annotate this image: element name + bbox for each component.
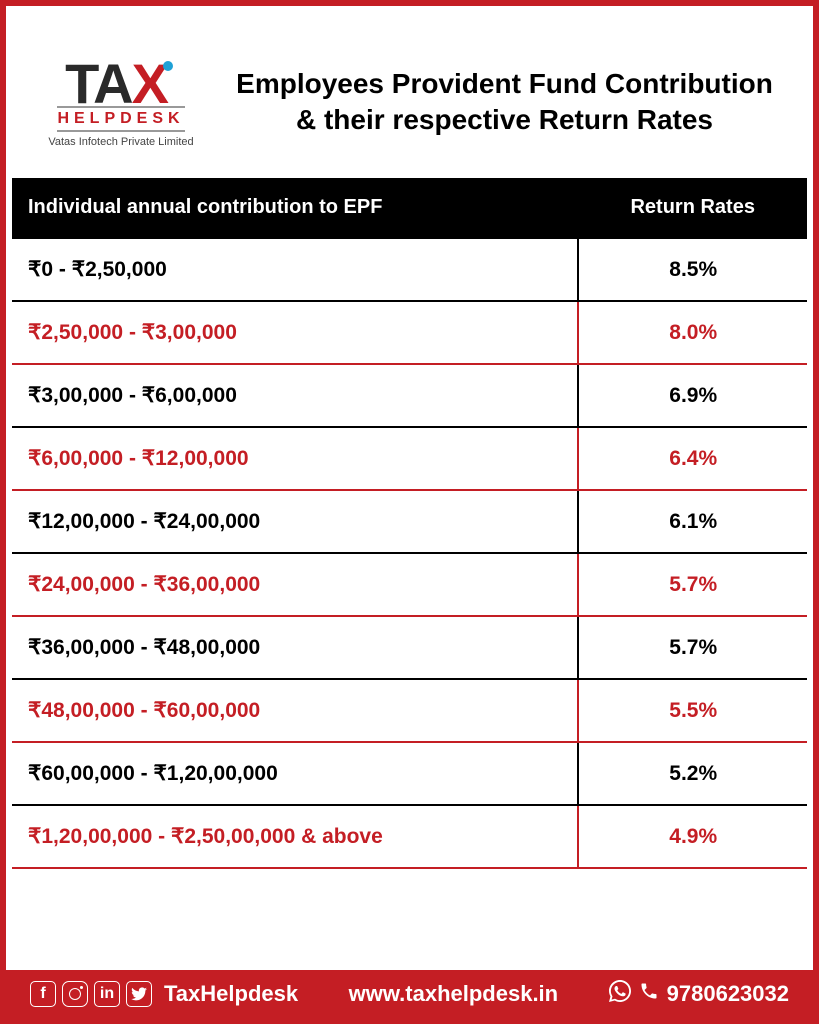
cell-contribution-range: ₹48,00,000 - ₹60,00,000: [12, 679, 578, 742]
cell-contribution-range: ₹24,00,000 - ₹36,00,000: [12, 553, 578, 616]
cell-return-rate: 8.0%: [578, 301, 807, 364]
cell-contribution-range: ₹0 - ₹2,50,000: [12, 238, 578, 301]
cell-return-rate: 6.1%: [578, 490, 807, 553]
phone-icon: [639, 981, 659, 1007]
table-row: ₹0 - ₹2,50,0008.5%: [12, 238, 807, 301]
logo-accent-char: X: [132, 52, 167, 115]
cell-return-rate: 5.2%: [578, 742, 807, 805]
column-header-contribution: Individual annual contribution to EPF: [12, 178, 578, 238]
footer-bar: f in TaxHelpdesk www.taxhelpdesk.in 9780…: [6, 970, 813, 1018]
logo-wordmark: TAX: [65, 56, 177, 112]
cell-contribution-range: ₹3,00,000 - ₹6,00,000: [12, 364, 578, 427]
cell-return-rate: 4.9%: [578, 805, 807, 868]
twitter-icon: [126, 981, 152, 1007]
footer-phone: 9780623032: [667, 981, 789, 1007]
table-row: ₹6,00,000 - ₹12,00,0006.4%: [12, 427, 807, 490]
instagram-icon: [62, 981, 88, 1007]
table-row: ₹12,00,000 - ₹24,00,0006.1%: [12, 490, 807, 553]
epf-rates-table: Individual annual contribution to EPF Re…: [12, 178, 807, 869]
table-row: ₹1,20,00,000 - ₹2,50,00,000 & above4.9%: [12, 805, 807, 868]
logo: TAX HELPDESK Vatas Infotech Private Limi…: [36, 56, 206, 148]
cell-return-rate: 5.7%: [578, 616, 807, 679]
table-header-row: Individual annual contribution to EPF Re…: [12, 178, 807, 238]
cell-return-rate: 8.5%: [578, 238, 807, 301]
page-title: Employees Provident Fund Contribution & …: [226, 66, 783, 139]
cell-contribution-range: ₹6,00,000 - ₹12,00,000: [12, 427, 578, 490]
cell-contribution-range: ₹36,00,000 - ₹48,00,000: [12, 616, 578, 679]
logo-dot-icon: [163, 61, 173, 71]
footer-social-group: f in TaxHelpdesk: [30, 981, 298, 1007]
table-row: ₹36,00,000 - ₹48,00,0005.7%: [12, 616, 807, 679]
footer-contact-group: 9780623032: [609, 980, 789, 1008]
cell-return-rate: 6.9%: [578, 364, 807, 427]
cell-return-rate: 5.5%: [578, 679, 807, 742]
footer-handle: TaxHelpdesk: [164, 981, 298, 1007]
cell-return-rate: 6.4%: [578, 427, 807, 490]
table-row: ₹2,50,000 - ₹3,00,0008.0%: [12, 301, 807, 364]
cell-contribution-range: ₹60,00,000 - ₹1,20,00,000: [12, 742, 578, 805]
logo-company-subtext: Vatas Infotech Private Limited: [48, 136, 193, 148]
table-row: ₹60,00,000 - ₹1,20,00,0005.2%: [12, 742, 807, 805]
cell-contribution-range: ₹2,50,000 - ₹3,00,000: [12, 301, 578, 364]
logo-primary-text: TA: [65, 52, 132, 115]
linkedin-icon: in: [94, 981, 120, 1007]
table-row: ₹24,00,000 - ₹36,00,0005.7%: [12, 553, 807, 616]
table-row: ₹48,00,000 - ₹60,00,0005.5%: [12, 679, 807, 742]
cell-return-rate: 5.7%: [578, 553, 807, 616]
whatsapp-icon: [609, 980, 631, 1008]
table-row: ₹3,00,000 - ₹6,00,0006.9%: [12, 364, 807, 427]
facebook-icon: f: [30, 981, 56, 1007]
column-header-rate: Return Rates: [578, 178, 807, 238]
cell-contribution-range: ₹12,00,000 - ₹24,00,000: [12, 490, 578, 553]
header-area: TAX HELPDESK Vatas Infotech Private Limi…: [6, 6, 813, 178]
footer-website: www.taxhelpdesk.in: [349, 981, 558, 1007]
infographic-frame: TAX HELPDESK Vatas Infotech Private Limi…: [0, 0, 819, 1024]
cell-contribution-range: ₹1,20,00,000 - ₹2,50,00,000 & above: [12, 805, 578, 868]
